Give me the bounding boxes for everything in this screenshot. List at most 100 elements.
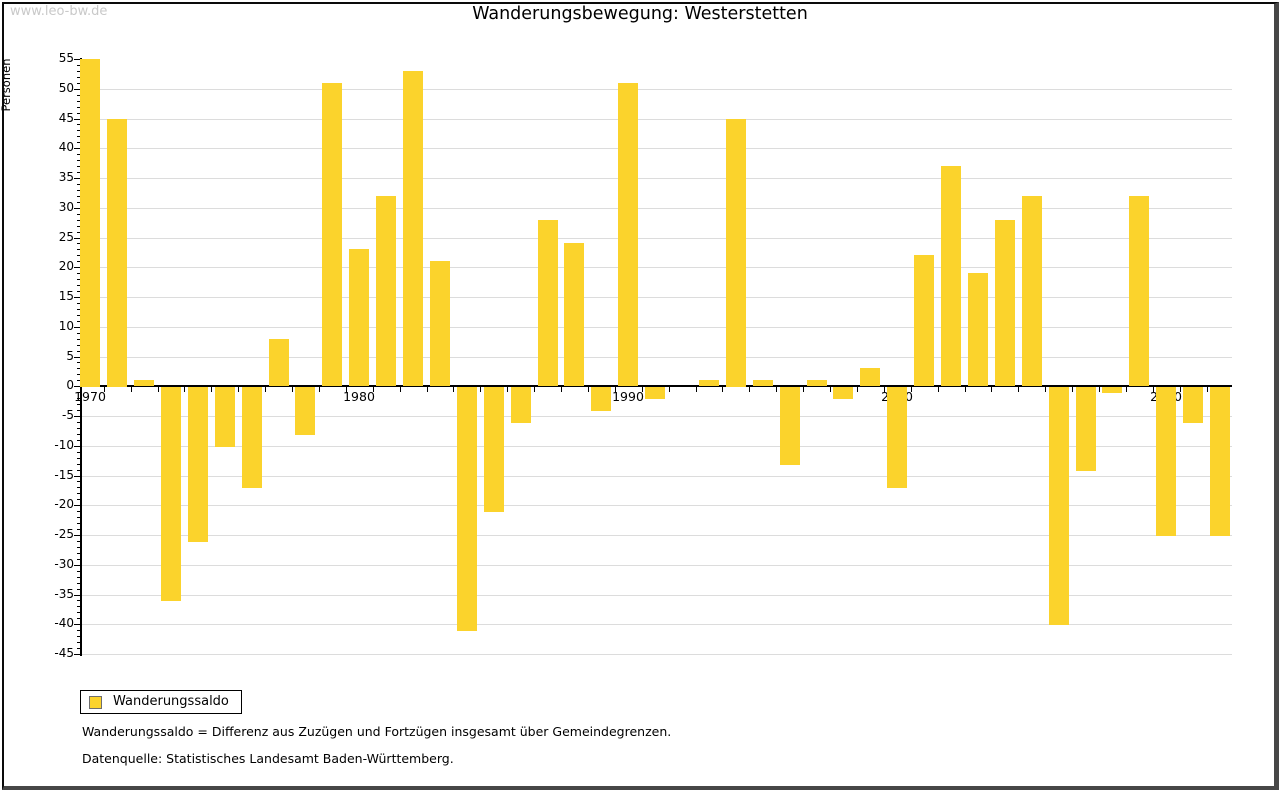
y-major-tick	[74, 624, 80, 625]
y-major-tick	[74, 386, 80, 387]
x-minor-tick	[507, 387, 508, 392]
bar-2012	[1210, 387, 1230, 536]
y-minor-tick	[77, 398, 80, 399]
y-tick-label: -45	[54, 646, 74, 660]
y-minor-tick	[77, 410, 80, 411]
y-minor-tick	[77, 350, 80, 352]
y-minor-tick	[77, 540, 80, 542]
gridline	[82, 654, 1232, 655]
x-minor-tick	[157, 387, 159, 392]
x-tick-label: 1990	[612, 389, 644, 404]
x-minor-tick	[1179, 387, 1181, 392]
x-minor-tick	[238, 387, 239, 392]
bar-1982	[403, 70, 423, 386]
x-minor-tick	[991, 387, 992, 392]
bar-1998	[833, 387, 853, 399]
gridline	[82, 178, 1232, 179]
bar-2009	[1129, 195, 1149, 386]
x-minor-tick	[1099, 387, 1100, 392]
bar-2000	[887, 387, 907, 488]
y-minor-tick	[77, 570, 80, 572]
y-minor-tick	[77, 279, 80, 280]
x-minor-tick	[480, 387, 481, 392]
y-minor-tick	[77, 249, 80, 250]
y-minor-tick	[77, 106, 80, 108]
y-tick-label: 0	[66, 378, 74, 392]
y-minor-tick	[77, 183, 80, 185]
x-minor-tick	[695, 387, 697, 392]
y-minor-tick	[77, 618, 80, 619]
bar-1996	[779, 387, 800, 465]
y-tick-label: -30	[54, 556, 74, 571]
y-minor-tick	[77, 636, 80, 637]
y-major-tick	[74, 505, 80, 506]
y-tick-label: 30	[58, 199, 74, 214]
y-minor-tick	[77, 546, 80, 548]
y-tick-label: 5	[66, 348, 74, 363]
y-major-tick	[74, 564, 80, 566]
bar-2004	[994, 219, 1015, 386]
x-minor-tick	[318, 387, 320, 392]
y-major-tick	[74, 445, 80, 447]
gridline	[82, 118, 1232, 120]
y-major-tick	[74, 535, 80, 536]
x-tick-label: 1970	[74, 389, 106, 404]
y-major-tick	[74, 326, 80, 328]
y-minor-tick	[77, 189, 80, 191]
gridline	[82, 594, 1232, 596]
y-major-tick	[74, 267, 80, 268]
gridline	[82, 88, 1232, 90]
x-minor-tick	[614, 387, 616, 392]
y-major-tick	[74, 88, 80, 90]
y-minor-tick	[77, 201, 80, 203]
y-major-tick	[74, 148, 80, 149]
y-minor-tick	[77, 487, 80, 488]
gridline	[82, 505, 1232, 506]
x-minor-tick	[426, 387, 428, 392]
bar-2001	[914, 255, 934, 386]
gridline	[82, 475, 1232, 477]
x-minor-tick	[937, 387, 939, 392]
bar-1990	[618, 82, 638, 386]
y-minor-tick	[77, 588, 80, 590]
bar-1978	[295, 387, 315, 435]
bar-1970	[80, 59, 100, 387]
y-minor-tick	[77, 172, 80, 173]
gridline	[82, 207, 1232, 209]
x-minor-tick	[722, 387, 723, 392]
footnote-source: Datenquelle: Statistisches Landesamt Bad…	[82, 751, 454, 766]
y-minor-tick	[77, 392, 80, 393]
x-tick-label: 1980	[343, 389, 375, 404]
y-minor-tick	[77, 154, 80, 155]
y-minor-tick	[77, 511, 80, 512]
y-minor-tick	[77, 523, 80, 524]
x-minor-tick	[103, 387, 105, 392]
gridline	[82, 356, 1232, 358]
y-minor-tick	[77, 380, 80, 381]
x-minor-tick	[265, 387, 266, 392]
y-minor-tick	[77, 517, 80, 518]
y-major-tick	[74, 178, 80, 179]
y-minor-tick	[77, 94, 80, 96]
y-minor-tick	[77, 100, 80, 102]
x-minor-tick	[345, 387, 347, 392]
bar-1983	[429, 261, 450, 386]
y-minor-tick	[77, 582, 80, 584]
y-minor-tick	[77, 481, 80, 482]
gridline	[82, 148, 1232, 149]
gridline	[82, 564, 1232, 566]
bar-1988	[564, 243, 584, 386]
watermark: www.leo-bw.de	[10, 4, 108, 19]
x-axis-line	[80, 385, 1232, 387]
y-minor-tick	[77, 314, 80, 316]
y-major-tick	[74, 475, 80, 477]
y-minor-tick	[77, 166, 80, 167]
y-minor-tick	[77, 451, 80, 453]
x-minor-tick	[184, 387, 185, 392]
y-minor-tick	[77, 612, 80, 613]
y-minor-tick	[77, 302, 80, 304]
x-minor-tick	[1206, 387, 1208, 392]
y-minor-tick	[77, 320, 80, 322]
